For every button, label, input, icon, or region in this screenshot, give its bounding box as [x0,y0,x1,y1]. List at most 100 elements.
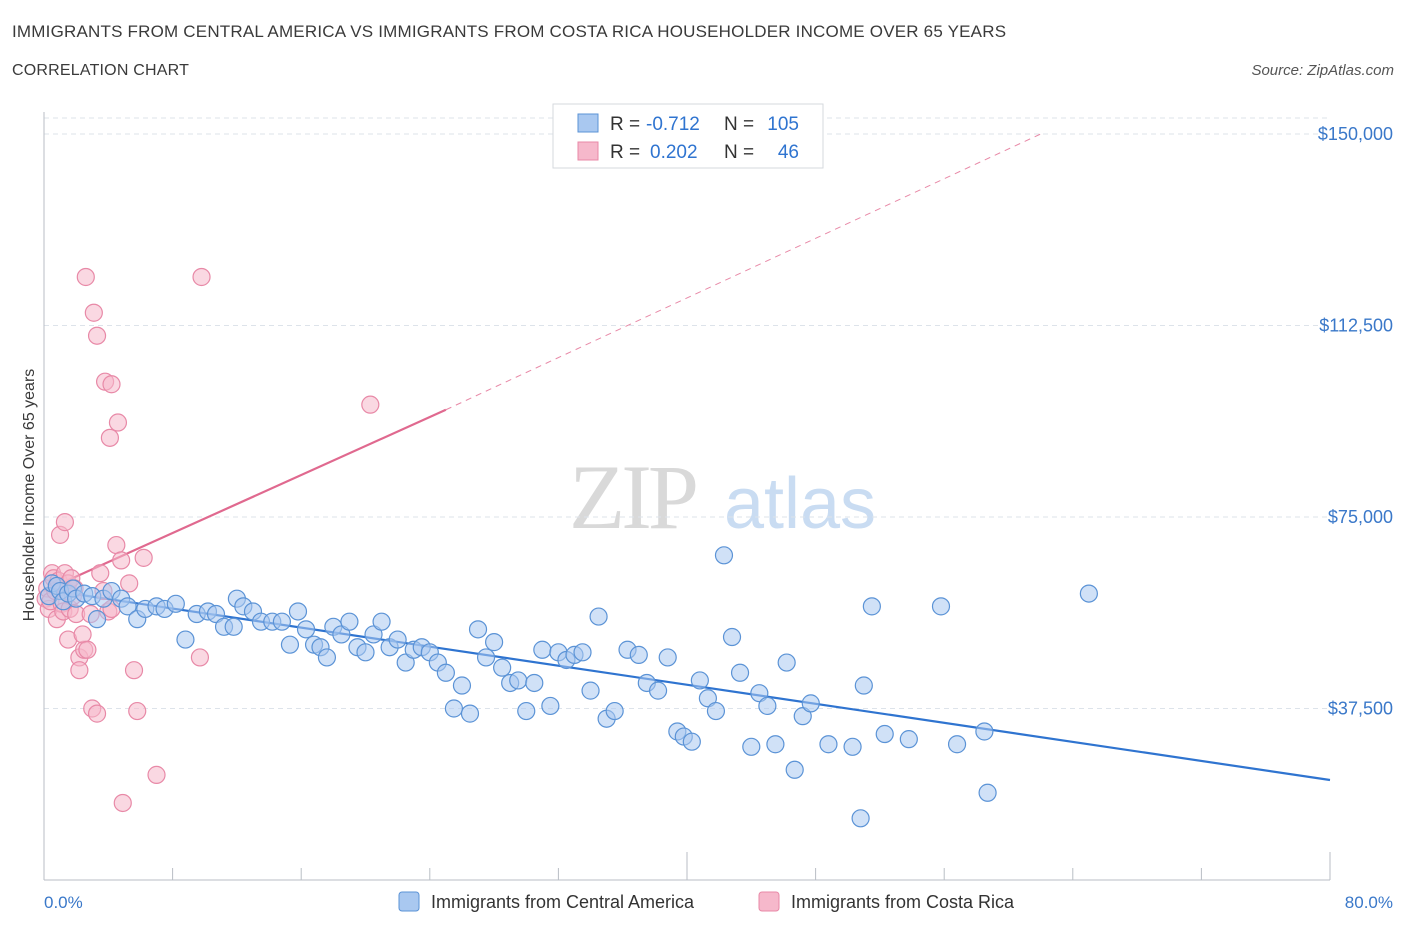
data-point-central-america [317,648,337,667]
watermark-zip: ZIP [569,446,696,548]
data-point-central-america [296,620,316,639]
data-point-central-america [785,760,804,779]
correlation-legend: R = -0.712 N = 105 R = 0.202 N = 46 [552,103,824,169]
data-point-central-america [525,673,544,693]
data-point-costa-rica [134,548,153,567]
data-point-costa-rica [147,765,166,784]
data-point-costa-rica [91,564,110,583]
legend-swatch-blue [577,113,599,133]
data-point-central-america [280,635,300,654]
data-point-central-america [682,732,701,751]
y-tick-label: $150,000 [1318,124,1393,144]
series-legend: Immigrants from Central America Immigran… [398,891,1015,912]
data-point-costa-rica [192,267,211,287]
legend-r-label: R = [610,114,645,135]
chart-subtitle: CORRELATION CHART [12,62,190,79]
data-point-central-america [340,612,359,631]
data-point-central-america [87,610,107,629]
data-point-central-america [947,735,967,754]
data-point-central-america [742,737,761,756]
data-point-central-america [533,640,552,659]
data-point-central-america [589,607,608,626]
data-point-central-america [436,663,455,682]
axes [43,112,1330,881]
data-point-central-america [690,671,709,690]
data-point-central-america [714,546,734,565]
data-point-central-america [468,620,488,639]
x-tick-label-max: 80.0% [1345,893,1393,912]
legend-label-costa-rica: Immigrants from Costa Rica [791,892,1015,912]
y-axis-label: Householder Income Over 65 years [21,369,38,622]
data-point-central-america [166,594,185,613]
data-point-central-america [843,737,862,756]
data-point-central-america [372,612,391,631]
data-point-costa-rica [112,551,131,570]
data-point-central-america [224,617,243,636]
data-point-central-america [758,696,777,716]
data-point-costa-rica [55,513,74,532]
data-point-central-america [766,735,785,754]
legend-swatch-pink [577,141,599,161]
legend-r-label: R = [610,142,645,163]
watermark-atlas: atlas [724,464,876,544]
data-point-central-america [272,612,292,631]
data-point-central-america [975,722,994,741]
data-point-central-america [854,676,873,695]
data-point-central-america [509,671,528,690]
data-point-central-america [978,783,997,802]
legend-n-value: 46 [778,142,799,163]
y-tick-labels: $37,500 $75,000 $112,500 $150,000 [1318,124,1393,719]
data-point-central-america [777,653,796,672]
data-point-central-america [730,663,750,682]
chart-title: IMMIGRANTS FROM CENTRAL AMERICA VS IMMIG… [12,22,1007,41]
legend-r-value: -0.712 [646,114,700,135]
data-point-costa-rica [107,535,126,555]
data-point-costa-rica [120,574,139,593]
trend-line-costa-rica-extended [445,133,1041,411]
data-point-central-america [648,681,668,700]
data-point-central-america [658,648,677,667]
legend-swatch-costa-rica [758,891,780,912]
legend-label-central-america: Immigrants from Central America [431,892,695,912]
data-point-central-america [851,809,870,828]
y-tick-label: $75,000 [1328,507,1393,527]
data-point-costa-rica [70,661,89,680]
data-point-central-america [862,597,881,616]
data-point-central-america [444,699,464,718]
series-costa-rica [36,267,380,813]
legend-n-label: N = [724,114,759,135]
data-point-central-america [1079,584,1098,603]
data-point-central-america [801,694,820,713]
x-tick-label-min: 0.0% [44,893,83,912]
data-point-costa-rica [87,704,107,723]
data-point-central-america [476,648,496,667]
data-point-central-america [118,597,137,616]
data-point-costa-rica [361,395,380,414]
source-label: Source: ZipAtlas.com [1251,62,1394,79]
data-point-costa-rica [128,701,147,721]
data-point-costa-rica [78,640,97,659]
data-point-central-america [629,645,648,664]
data-point-central-america [931,597,951,616]
data-point-central-america [875,724,894,744]
data-point-central-america [605,701,624,721]
data-point-central-america [573,643,592,662]
data-point-central-america [722,627,742,647]
data-point-central-america [581,681,600,700]
data-point-costa-rica [84,303,103,322]
data-point-central-america [176,630,195,649]
legend-r-value: 0.202 [650,142,698,163]
data-point-central-america [452,676,472,695]
data-point-central-america [356,643,375,662]
y-tick-label: $37,500 [1328,699,1393,719]
data-point-central-america [485,633,504,652]
data-point-central-america [541,696,560,716]
series-central-america [39,546,1098,828]
data-point-costa-rica [113,793,132,813]
trend-line-central-america [43,588,1331,782]
trend-line-costa-rica [43,408,447,593]
legend-swatch-central-america [398,891,420,912]
data-point-costa-rica [87,326,107,345]
data-point-costa-rica [73,625,92,644]
data-point-costa-rica [76,267,95,287]
